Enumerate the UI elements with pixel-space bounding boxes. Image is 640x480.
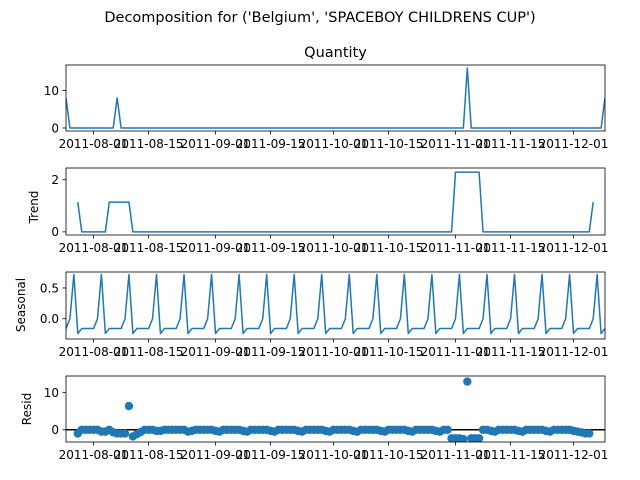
trend-axes-frame <box>65 167 606 236</box>
trend-series-line <box>77 171 594 233</box>
seasonal-xtick-label: 2011-08-15 <box>114 345 184 359</box>
resid-xtick-label: 2011-09-15 <box>236 448 306 462</box>
resid-xtick-label: 2011-08-15 <box>114 448 184 462</box>
trend-xtick-label: 2011-11-15 <box>476 241 546 255</box>
seasonal-ytick-label: 0.0 <box>40 312 59 326</box>
figure-suptitle: Decomposition for ('Belgium', 'SPACEBOY … <box>104 10 535 26</box>
resid-ytick-label: 0 <box>51 423 59 437</box>
trend-xtick-label: 2011-10-01 <box>299 241 369 255</box>
observed-xtick-label: 2011-09-01 <box>181 137 251 151</box>
trend-xtick-label: 2011-11-01 <box>421 241 491 255</box>
seasonal-panel: 2011-08-012011-08-152011-09-012011-09-15… <box>40 271 609 359</box>
resid-panel: 2011-08-012011-08-152011-09-012011-09-15… <box>44 375 609 462</box>
observed-xtick-label: 2011-11-01 <box>421 137 491 151</box>
trend-ytick-label: 0 <box>51 225 59 239</box>
seasonal-xtick-label: 2011-08-01 <box>59 345 129 359</box>
resid-xtick-label: 2011-11-15 <box>476 448 546 462</box>
resid-ytick-label: 10 <box>44 386 59 400</box>
observed-xtick-label: 2011-12-01 <box>539 137 609 151</box>
trend-xtick-label: 2011-09-01 <box>181 241 251 255</box>
resid-xtick-label: 2011-10-01 <box>299 448 369 462</box>
observed-series-line <box>66 67 605 129</box>
resid-points <box>73 377 594 442</box>
resid-xtick-label: 2011-10-15 <box>354 448 424 462</box>
observed-ytick-label: 0 <box>51 121 59 135</box>
resid-point <box>474 434 484 442</box>
observed-xtick-label: 2011-09-15 <box>236 137 306 151</box>
trend-panel: 2011-08-012011-08-152011-09-012011-09-15… <box>51 167 609 255</box>
resid-xtick-label: 2011-08-01 <box>59 448 129 462</box>
seasonal-ytick-label: 0.5 <box>40 281 59 295</box>
resid-xtick-label: 2011-12-01 <box>539 448 609 462</box>
observed-xtick-label: 2011-10-15 <box>354 137 424 151</box>
observed-xtick-label: 2011-11-15 <box>476 137 546 151</box>
observed-xtick-label: 2011-08-15 <box>114 137 184 151</box>
seasonal-ylabel: Seasonal <box>14 278 28 332</box>
trend-ytick-label: 2 <box>51 173 59 187</box>
trend-xtick-label: 2011-08-15 <box>114 241 184 255</box>
seasonal-xtick-label: 2011-10-15 <box>354 345 424 359</box>
resid-point <box>443 425 452 434</box>
resid-point <box>120 429 130 438</box>
trend-xtick-label: 2011-12-01 <box>539 241 609 255</box>
seasonal-xtick-label: 2011-11-01 <box>421 345 491 359</box>
resid-point <box>124 401 134 411</box>
observed-panel-title: Quantity <box>304 45 367 61</box>
trend-xtick-label: 2011-08-01 <box>59 241 129 255</box>
trend-ylabel: Trend <box>27 191 41 225</box>
resid-point <box>459 434 468 442</box>
observed-xtick-label: 2011-10-01 <box>299 137 369 151</box>
seasonal-xtick-label: 2011-09-01 <box>181 345 251 359</box>
resid-axes-frame <box>65 375 606 443</box>
seasonal-xtick-label: 2011-12-01 <box>539 345 609 359</box>
seasonal-axes-frame <box>65 271 606 340</box>
observed-ytick-label: 10 <box>44 84 59 98</box>
trend-xtick-label: 2011-10-15 <box>354 241 424 255</box>
seasonal-xtick-label: 2011-10-01 <box>299 345 369 359</box>
resid-xtick-label: 2011-09-01 <box>181 448 251 462</box>
seasonal-xtick-label: 2011-09-15 <box>236 345 306 359</box>
resid-ylabel: Resid <box>20 393 34 425</box>
seasonal-xtick-label: 2011-11-15 <box>476 345 546 359</box>
observed-panel: 2011-08-012011-08-152011-09-012011-09-15… <box>44 64 609 151</box>
trend-xtick-label: 2011-09-15 <box>236 241 306 255</box>
observed-xtick-label: 2011-08-01 <box>59 137 129 151</box>
seasonal-series-line <box>66 273 605 335</box>
resid-point <box>585 429 594 438</box>
resid-xtick-label: 2011-11-01 <box>421 448 491 462</box>
resid-point <box>463 377 472 386</box>
observed-axes-frame <box>65 64 606 132</box>
